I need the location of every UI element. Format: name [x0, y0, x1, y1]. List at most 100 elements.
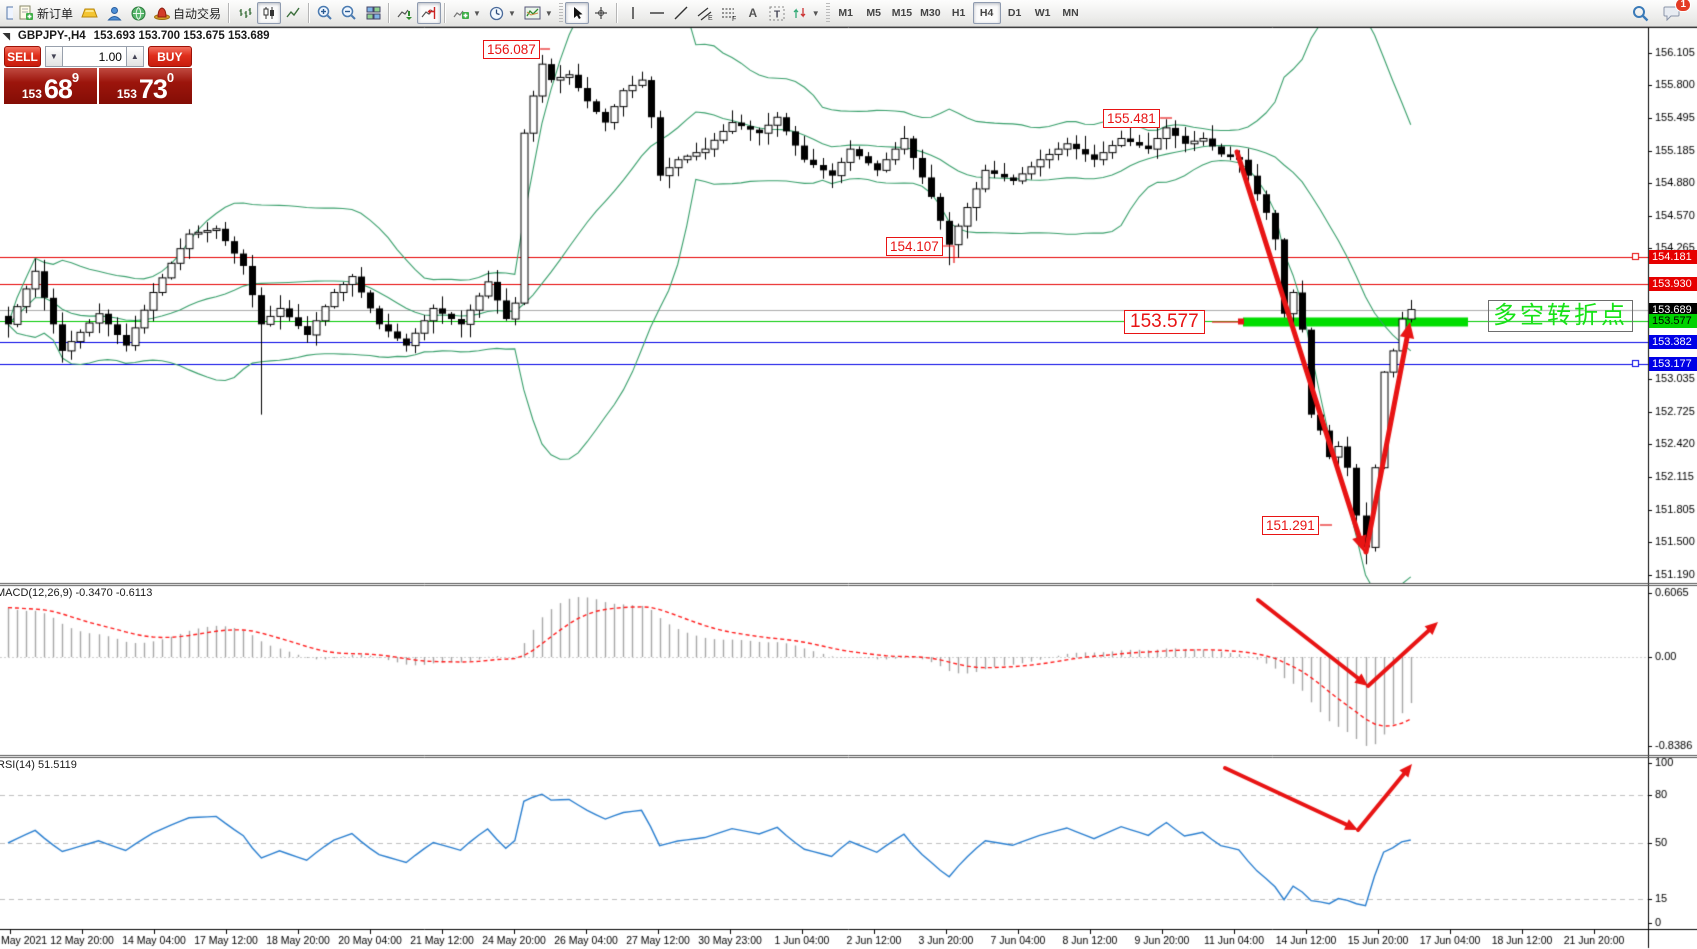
- template-icon: [524, 6, 541, 20]
- line-chart-icon: [285, 6, 301, 20]
- new-order-label: 新订单: [37, 6, 74, 21]
- rsi-indicator-label: RSI(14) 51.5119: [0, 759, 77, 771]
- buy-price-integer: 153: [116, 87, 137, 101]
- line-chart-mode-button[interactable]: [281, 2, 305, 24]
- timeframe-h4-button[interactable]: H4: [972, 2, 1001, 24]
- templates-button[interactable]: ▼: [520, 2, 557, 24]
- chart-symbol-period: GBPJPY-,H4: [17, 30, 86, 42]
- gold-icon: [81, 6, 98, 20]
- annotation-price-label-154107[interactable]: 154.107: [886, 237, 943, 256]
- main-toolbar: 新订单 自动交易 ▼ ▼ ▼ E F A T ▼: [0, 0, 1697, 27]
- web-service-button[interactable]: [126, 2, 150, 24]
- sell-price-integer: 153: [21, 87, 42, 101]
- timeframe-m1-button[interactable]: M1: [838, 7, 854, 19]
- search-button[interactable]: [1628, 2, 1653, 24]
- candlestick-mode-button[interactable]: [257, 2, 282, 24]
- indicator-plus-icon: [453, 6, 470, 20]
- chart-shift-button[interactable]: [417, 2, 442, 24]
- level-price-badge: 153.930: [1649, 277, 1697, 291]
- toolbar-grip[interactable]: [825, 3, 830, 23]
- trendline-icon: [674, 6, 688, 20]
- search-icon: [1632, 5, 1649, 22]
- cursor-icon: [571, 6, 583, 20]
- autotrading-button[interactable]: 自动交易: [150, 2, 225, 24]
- periods-button[interactable]: ▼: [485, 2, 520, 24]
- timeframe-mn-button[interactable]: MN: [1062, 7, 1079, 19]
- clock-icon: [489, 6, 504, 21]
- community-button[interactable]: [102, 2, 126, 24]
- toolbar-separator: [444, 3, 447, 23]
- volume-increase-button[interactable]: ▲: [125, 46, 144, 67]
- text-tool-button[interactable]: A: [741, 2, 765, 24]
- notifications-button[interactable]: 1: [1659, 0, 1691, 24]
- toolbar-separator: [228, 3, 231, 23]
- volume-decrease-button[interactable]: ▼: [45, 46, 63, 67]
- dropdown-caret-icon: ▼: [811, 8, 820, 18]
- horizontal-line-icon: [649, 6, 665, 20]
- sell-price-pips: 68: [43, 74, 73, 104]
- sell-button[interactable]: SELL: [4, 46, 42, 67]
- equidistant-channel-icon: E: [697, 6, 713, 22]
- macd-indicator-label: MACD(12,26,9) -0.3470 -0.6113: [0, 587, 153, 599]
- chart-shift-icon: [421, 6, 437, 20]
- crosshair-tool-button[interactable]: [589, 2, 613, 24]
- channel-tool-button[interactable]: E: [693, 2, 717, 24]
- buy-price-display[interactable]: 153 73 0: [99, 68, 192, 104]
- annotation-price-label-156087[interactable]: 156.087: [483, 40, 540, 59]
- timeframe-m30-button[interactable]: M30: [920, 7, 941, 19]
- zoom-in-button[interactable]: [313, 2, 337, 24]
- text-a-icon: A: [748, 6, 758, 20]
- autotrading-label: 自动交易: [173, 6, 222, 21]
- timeframe-h1-button[interactable]: H1: [951, 7, 966, 19]
- annotation-price-label-151291[interactable]: 151.291: [1262, 516, 1319, 535]
- new-order-button[interactable]: 新订单: [14, 2, 77, 24]
- level-price-badge: 153.177: [1649, 357, 1697, 371]
- zoom-in-icon: [317, 5, 333, 21]
- timeframe-m15-button[interactable]: M15: [891, 7, 913, 19]
- sell-price-point: 9: [71, 70, 80, 85]
- candlestick-icon: [262, 6, 276, 20]
- toolbar-separator: [388, 3, 391, 23]
- annotation-price-label-153577[interactable]: 153.577: [1124, 310, 1205, 334]
- vertical-line-tool-button[interactable]: [621, 2, 645, 24]
- timeframe-d1-button[interactable]: D1: [1007, 7, 1022, 19]
- buy-price-point: 0: [166, 70, 175, 85]
- chart-ohlc-values: 153.693 153.700 153.675 153.689: [93, 30, 270, 42]
- auto-scroll-icon: [397, 6, 413, 20]
- auto-scroll-button[interactable]: [393, 2, 417, 24]
- buy-button[interactable]: BUY: [147, 46, 192, 67]
- timeframe-w1-button[interactable]: W1: [1034, 7, 1051, 19]
- buy-price-pips: 73: [138, 74, 168, 104]
- annotation-price-label-155481[interactable]: 155.481: [1103, 109, 1160, 128]
- text-label-tool-button[interactable]: T: [765, 2, 789, 24]
- arrow-shapes-icon: [793, 6, 808, 20]
- toolbar-grip[interactable]: [558, 3, 563, 23]
- bar-chart-icon: [238, 6, 253, 20]
- cursor-tool-button[interactable]: [564, 2, 589, 24]
- level-price-badge: 154.181: [1649, 250, 1697, 264]
- dropdown-caret-icon: ▼: [544, 8, 553, 18]
- clipped-edge-icon[interactable]: [2, 2, 14, 24]
- volume-input[interactable]: 1.00: [62, 46, 126, 67]
- sell-price-display[interactable]: 153 68 9: [4, 68, 97, 104]
- annotation-turning-point-note[interactable]: 多空转折点: [1488, 300, 1633, 332]
- timeframe-m5-button[interactable]: M5: [866, 7, 882, 19]
- svg-text:E: E: [708, 15, 713, 21]
- arrows-tool-button[interactable]: ▼: [789, 2, 824, 24]
- oneclick-collapse-icon[interactable]: ◥: [3, 30, 10, 41]
- horizontal-line-tool-button[interactable]: [645, 2, 669, 24]
- globe-icon: [131, 6, 146, 21]
- zoom-out-icon: [341, 5, 357, 21]
- trendline-tool-button[interactable]: [669, 2, 693, 24]
- bar-chart-mode-button[interactable]: [233, 2, 257, 24]
- fibonacci-tool-button[interactable]: F: [717, 2, 741, 24]
- tile-windows-button[interactable]: [361, 2, 385, 24]
- toolbar-separator: [615, 3, 618, 23]
- add-indicator-button[interactable]: ▼: [449, 2, 485, 24]
- market-depth-button[interactable]: [77, 2, 102, 24]
- new-order-icon: [18, 5, 34, 21]
- zoom-out-button[interactable]: [337, 2, 361, 24]
- svg-text:F: F: [732, 16, 736, 21]
